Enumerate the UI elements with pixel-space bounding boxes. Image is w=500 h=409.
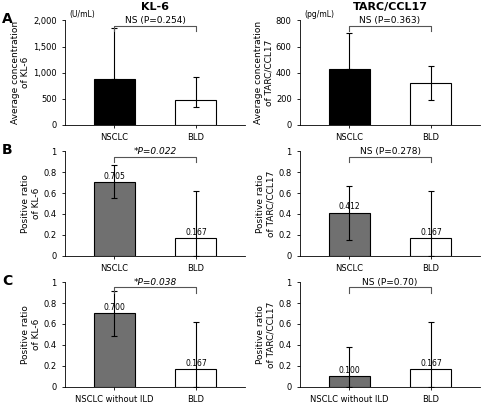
Bar: [410, 238, 452, 256]
Bar: [94, 182, 134, 256]
Bar: [94, 313, 134, 387]
Text: 0.705: 0.705: [103, 171, 125, 180]
Y-axis label: Average concentration
of KL-6: Average concentration of KL-6: [11, 21, 30, 124]
Text: (U/mL): (U/mL): [69, 10, 95, 19]
Text: NS (P=0.254): NS (P=0.254): [124, 16, 186, 25]
Y-axis label: Positive ratio
of TARC/CCL17: Positive ratio of TARC/CCL17: [256, 170, 276, 237]
Text: 0.700: 0.700: [103, 303, 125, 312]
Bar: [94, 79, 134, 125]
Text: 0.167: 0.167: [420, 359, 442, 368]
Y-axis label: Average concentration
of TARC/CCL17: Average concentration of TARC/CCL17: [254, 21, 273, 124]
Text: 0.167: 0.167: [185, 359, 207, 368]
Text: C: C: [2, 274, 12, 288]
Bar: [176, 238, 216, 256]
Text: NS (P=0.70): NS (P=0.70): [362, 278, 418, 287]
Bar: [410, 83, 452, 125]
Bar: [410, 369, 452, 387]
Text: 0.412: 0.412: [338, 202, 360, 211]
Text: (pg/mL): (pg/mL): [304, 10, 334, 19]
Bar: [328, 213, 370, 256]
Bar: [176, 100, 216, 125]
Text: *P=0.022: *P=0.022: [134, 147, 176, 156]
Y-axis label: Positive ratio
of TARC/CCL17: Positive ratio of TARC/CCL17: [256, 301, 276, 368]
Text: A: A: [2, 12, 13, 26]
Y-axis label: Positive ratio
of KL-6: Positive ratio of KL-6: [21, 174, 40, 233]
Bar: [328, 376, 370, 387]
Text: 0.167: 0.167: [185, 228, 207, 237]
Bar: [176, 369, 216, 387]
Bar: [328, 69, 370, 125]
Text: 0.100: 0.100: [338, 366, 360, 375]
Text: KL-6: KL-6: [141, 2, 169, 12]
Y-axis label: Positive ratio
of KL-6: Positive ratio of KL-6: [21, 305, 40, 364]
Text: 0.167: 0.167: [420, 228, 442, 237]
Text: B: B: [2, 143, 12, 157]
Text: TARC/CCL17: TARC/CCL17: [352, 2, 428, 12]
Text: *P=0.038: *P=0.038: [134, 278, 176, 287]
Text: NS (P=0.278): NS (P=0.278): [360, 147, 420, 156]
Text: NS (P=0.363): NS (P=0.363): [360, 16, 420, 25]
